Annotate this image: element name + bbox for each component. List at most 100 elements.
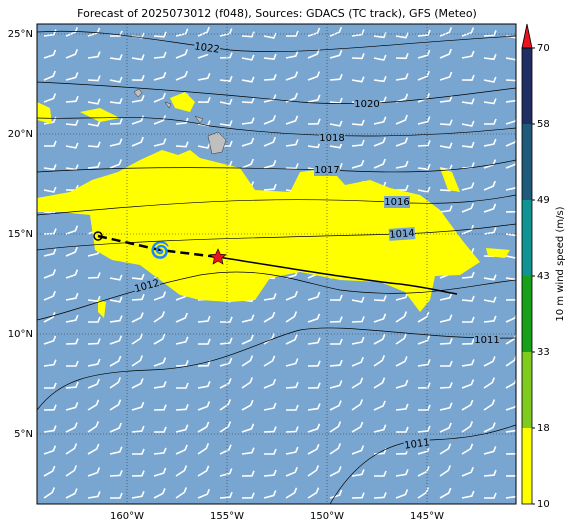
map-frame (36, 23, 517, 505)
wind-barb (439, 314, 453, 323)
lat-label: 10°N (8, 329, 33, 340)
wind-barb (109, 377, 122, 389)
wind-barb (417, 335, 431, 345)
wind-barb (263, 136, 277, 147)
wind-barb (461, 182, 475, 191)
wind-barb (241, 54, 255, 61)
wind-barb (131, 425, 145, 433)
wind-barb (307, 142, 321, 149)
wind-barb (285, 334, 298, 345)
wind-barb (285, 487, 298, 499)
wind-barb (131, 378, 144, 389)
wind-barb (153, 467, 167, 477)
wind-barb (307, 118, 321, 125)
wind-barb (264, 448, 277, 455)
wind-barb (329, 443, 342, 455)
wind-barb (483, 227, 497, 235)
wind-barb (263, 333, 276, 345)
wind-barb (175, 70, 188, 81)
wind-barb (395, 137, 409, 147)
wind-barb (153, 115, 167, 125)
wind-barb (417, 140, 431, 147)
wind-barb (131, 54, 145, 61)
wind-barb (241, 117, 255, 125)
colorbar: 10 18 33 43 49 58 70 (521, 23, 550, 510)
wind-barb (373, 76, 387, 83)
wind-barb (329, 489, 343, 499)
wind-barb (65, 338, 79, 345)
wind-barb (175, 487, 188, 499)
wind-barb (43, 382, 57, 389)
wind-barb (329, 380, 343, 389)
wind-barb (87, 98, 101, 105)
wind-barb (197, 360, 211, 367)
wind-barb (88, 316, 101, 323)
lon-label: 150°W (310, 511, 344, 522)
wind-barb (395, 356, 408, 367)
wind-barb (417, 382, 431, 389)
wind-barb (439, 487, 452, 499)
wind-barb (329, 97, 343, 104)
wind-barb (87, 491, 101, 499)
wind-barb (219, 399, 232, 411)
wind-barb (87, 51, 101, 59)
wind-barb (373, 295, 387, 302)
wind-barb (219, 491, 233, 499)
wind-barb (219, 316, 233, 323)
wind-barb (153, 404, 167, 411)
wind-barb (43, 269, 57, 279)
wind-barb (263, 32, 277, 39)
wind-barb (219, 120, 233, 127)
wind-barb (395, 32, 409, 39)
wind-barb (417, 93, 431, 103)
wind-barb (131, 95, 145, 103)
wind-barb (219, 421, 232, 433)
wind-barb (329, 294, 343, 301)
wind-barb (175, 49, 189, 59)
wind-barb (461, 379, 475, 389)
isobar-label: 1020 (354, 99, 379, 110)
lat-label: 20°N (8, 129, 33, 140)
wind-region (98, 300, 106, 318)
wind-barb (505, 160, 516, 169)
wind-barb (263, 402, 277, 411)
wind-barb (483, 76, 497, 83)
wind-barb (241, 492, 255, 499)
wind-barb (43, 445, 57, 455)
wind-barb (241, 377, 254, 389)
wind-barb (417, 186, 431, 193)
islands (133, 88, 227, 155)
wind-barb (109, 30, 123, 37)
wind-barb (43, 335, 57, 345)
wind-barb (263, 160, 277, 169)
wind-barb (109, 315, 123, 323)
wind-barb (285, 115, 299, 125)
wind-barb (176, 382, 189, 389)
wind-barb (285, 426, 299, 433)
wind-barb (439, 48, 452, 59)
wind-barb (65, 381, 79, 389)
wind-barb (43, 248, 57, 257)
wind-barb (109, 422, 122, 433)
colorbar-tick-label: 58 (537, 119, 550, 130)
wind-barb (439, 402, 453, 411)
wind-barb (43, 404, 57, 411)
wind-barb (439, 142, 453, 149)
wind-barb (461, 271, 475, 279)
isobar-label: 1014 (389, 228, 415, 241)
wind-barb (65, 119, 79, 126)
colorbar-segment (522, 352, 532, 428)
wind-barb (461, 295, 475, 302)
wind-barb (153, 92, 166, 103)
wind-barb (351, 469, 365, 477)
isobar-label-bg (474, 334, 500, 346)
wind-barb (87, 378, 100, 389)
wind-barb (109, 355, 122, 367)
wind-barb (131, 273, 145, 280)
wind-barb (241, 158, 254, 169)
wind-barb (373, 424, 387, 433)
wind-barb (483, 180, 496, 191)
wind-barb (461, 120, 475, 127)
wind-barb (286, 30, 299, 37)
